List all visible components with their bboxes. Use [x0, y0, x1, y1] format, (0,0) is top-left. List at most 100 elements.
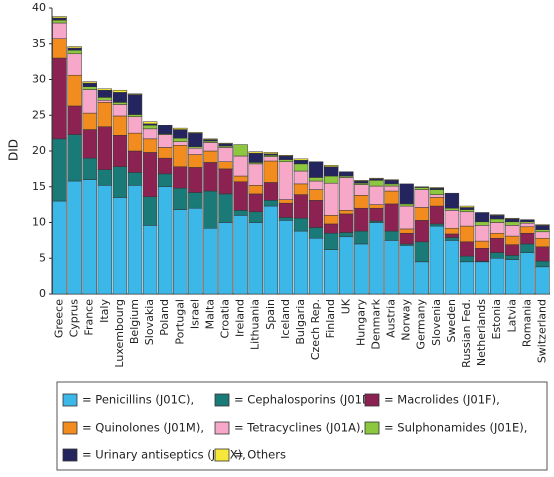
bar-segment	[535, 225, 550, 230]
bar-segment	[52, 19, 67, 24]
bar-segment	[142, 138, 158, 153]
y-tick-label: 15	[32, 180, 46, 193]
x-tick-label: Austria	[385, 299, 398, 338]
bar-segment	[278, 199, 294, 204]
bar-segment	[112, 92, 128, 103]
bar-segment	[112, 104, 128, 117]
x-tick-label: Russian Fed.	[460, 299, 473, 368]
bar-segment	[399, 183, 414, 205]
bar-segment	[339, 232, 354, 238]
legend-label: = Urinary antiseptics (J01X),	[82, 448, 246, 462]
x-tick-label: Belgium	[128, 299, 141, 344]
bar-segment	[474, 247, 490, 262]
bar-segment	[233, 175, 248, 182]
bar-segment	[218, 143, 233, 147]
bar-segment	[354, 230, 369, 245]
legend-swatch	[214, 421, 230, 435]
bar-segment	[354, 180, 369, 184]
bar-segment	[67, 180, 82, 295]
bar-segment	[489, 258, 505, 295]
bar-segment	[429, 189, 445, 195]
bar-segment	[142, 152, 158, 198]
bar-segment	[278, 217, 294, 221]
bar-segment	[142, 121, 158, 125]
bar-segment	[112, 135, 128, 167]
bar-segment	[248, 222, 263, 295]
bar-segment	[505, 221, 520, 226]
bar-segment	[369, 207, 384, 222]
bar-segment	[308, 180, 324, 190]
legend-label: = Quinolones (J01M),	[82, 421, 204, 435]
y-tick-label: 10	[32, 216, 46, 229]
y-tick-label: 0	[39, 287, 46, 300]
bar-segment	[278, 202, 294, 218]
bar-segment	[97, 126, 113, 170]
bar-segment	[173, 127, 188, 130]
bar-segment	[263, 156, 279, 162]
bar-segment	[52, 38, 67, 59]
x-tick-label: Ireland	[234, 299, 247, 337]
bar-segment	[248, 151, 263, 154]
bar-segment	[67, 105, 82, 135]
x-tick-label: Switzerland	[535, 299, 548, 363]
bar-segment	[323, 175, 339, 184]
x-tick-label: Sweden	[445, 299, 458, 342]
bar-segment	[173, 209, 188, 295]
bar-segment	[52, 57, 67, 140]
bar-segment	[535, 246, 550, 262]
x-tick-label: Lithuania	[249, 299, 262, 350]
bar-segment	[535, 224, 550, 226]
y-tick-label: 20	[32, 144, 46, 157]
bar-segment	[82, 157, 97, 180]
bar-segment	[339, 210, 354, 215]
bar-segment	[278, 220, 294, 295]
bar-segment	[218, 193, 233, 223]
legend-label: = Macrolides (J01F),	[384, 393, 500, 407]
bar-segment	[52, 16, 67, 19]
bar-segment	[339, 177, 354, 211]
bar-segment	[157, 134, 173, 148]
y-tick-label: 30	[32, 73, 46, 86]
bar-segment	[97, 102, 113, 127]
bar-segment	[82, 129, 97, 159]
bar-segment	[248, 185, 263, 195]
bar-segment	[112, 102, 128, 105]
legend-label: = Penicillins (J01C),	[82, 393, 194, 407]
bar-segment	[354, 180, 369, 182]
bar-segment	[520, 222, 535, 228]
bar-segment	[308, 161, 324, 178]
bar-segment	[339, 213, 354, 233]
bar-segment	[444, 207, 460, 211]
bar-segment	[173, 145, 188, 167]
bar-segment	[489, 214, 505, 216]
bar-segment	[384, 183, 399, 187]
y-tick-label: 5	[39, 251, 46, 264]
bar-segment	[82, 81, 97, 84]
bar-segment	[444, 192, 460, 209]
bar-segment	[82, 112, 97, 130]
x-tick-label: Bulgaria	[294, 299, 307, 345]
bar-segment	[173, 187, 188, 210]
bar-segment	[429, 205, 445, 225]
bar-segment	[323, 249, 339, 295]
bar-segment	[52, 138, 67, 202]
bar-segment	[505, 244, 520, 256]
legend-label: = Others	[234, 448, 286, 462]
legend-swatch	[214, 393, 230, 407]
bar-segment	[52, 17, 67, 21]
bar-segment	[278, 159, 294, 162]
bar-segment	[323, 166, 339, 177]
bar-segment	[203, 138, 218, 140]
x-tick-label: Latvia	[505, 299, 518, 333]
x-tick-label: Spain	[264, 299, 277, 330]
bar-segment	[218, 161, 233, 170]
legend-swatch	[62, 448, 78, 462]
y-tick-label: 25	[32, 108, 46, 121]
bar-segment	[444, 227, 460, 235]
legend-swatch	[62, 393, 78, 407]
bar-segment	[459, 225, 475, 243]
bar-segment	[520, 232, 535, 245]
bar-segment	[535, 260, 550, 268]
x-tick-label: Denmark	[369, 298, 382, 349]
